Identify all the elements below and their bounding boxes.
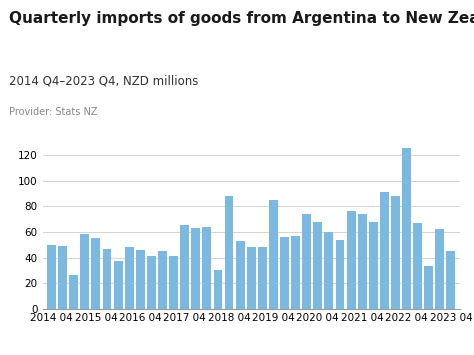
- Bar: [291, 236, 300, 309]
- Bar: [380, 192, 389, 309]
- Bar: [269, 200, 278, 309]
- Bar: [125, 247, 134, 309]
- Bar: [180, 225, 189, 309]
- Bar: [358, 214, 366, 309]
- Bar: [302, 214, 311, 309]
- Bar: [213, 271, 222, 309]
- Bar: [136, 250, 145, 309]
- Bar: [447, 251, 456, 309]
- Bar: [147, 256, 156, 309]
- Bar: [236, 241, 245, 309]
- Bar: [81, 234, 89, 309]
- Bar: [225, 196, 234, 309]
- Bar: [114, 261, 123, 309]
- Bar: [58, 246, 67, 309]
- Bar: [102, 248, 111, 309]
- Bar: [391, 196, 400, 309]
- Bar: [313, 222, 322, 309]
- Bar: [247, 247, 255, 309]
- Text: Provider: Stats NZ: Provider: Stats NZ: [9, 106, 98, 116]
- Bar: [346, 211, 356, 309]
- Bar: [91, 238, 100, 309]
- Bar: [424, 267, 433, 309]
- Bar: [69, 275, 78, 309]
- Bar: [336, 240, 345, 309]
- Bar: [47, 245, 56, 309]
- Bar: [258, 247, 267, 309]
- Bar: [280, 237, 289, 309]
- Bar: [324, 232, 333, 309]
- Text: Quarterly imports of goods from Argentina to New Zealand: Quarterly imports of goods from Argentin…: [9, 11, 474, 26]
- Text: 2014 Q4–2023 Q4, NZD millions: 2014 Q4–2023 Q4, NZD millions: [9, 75, 199, 88]
- Bar: [436, 229, 444, 309]
- Bar: [402, 148, 411, 309]
- Bar: [369, 222, 378, 309]
- Bar: [169, 256, 178, 309]
- Bar: [191, 228, 200, 309]
- Bar: [413, 223, 422, 309]
- Bar: [202, 227, 211, 309]
- Bar: [158, 251, 167, 309]
- Text: figure.nz: figure.nz: [377, 19, 440, 32]
